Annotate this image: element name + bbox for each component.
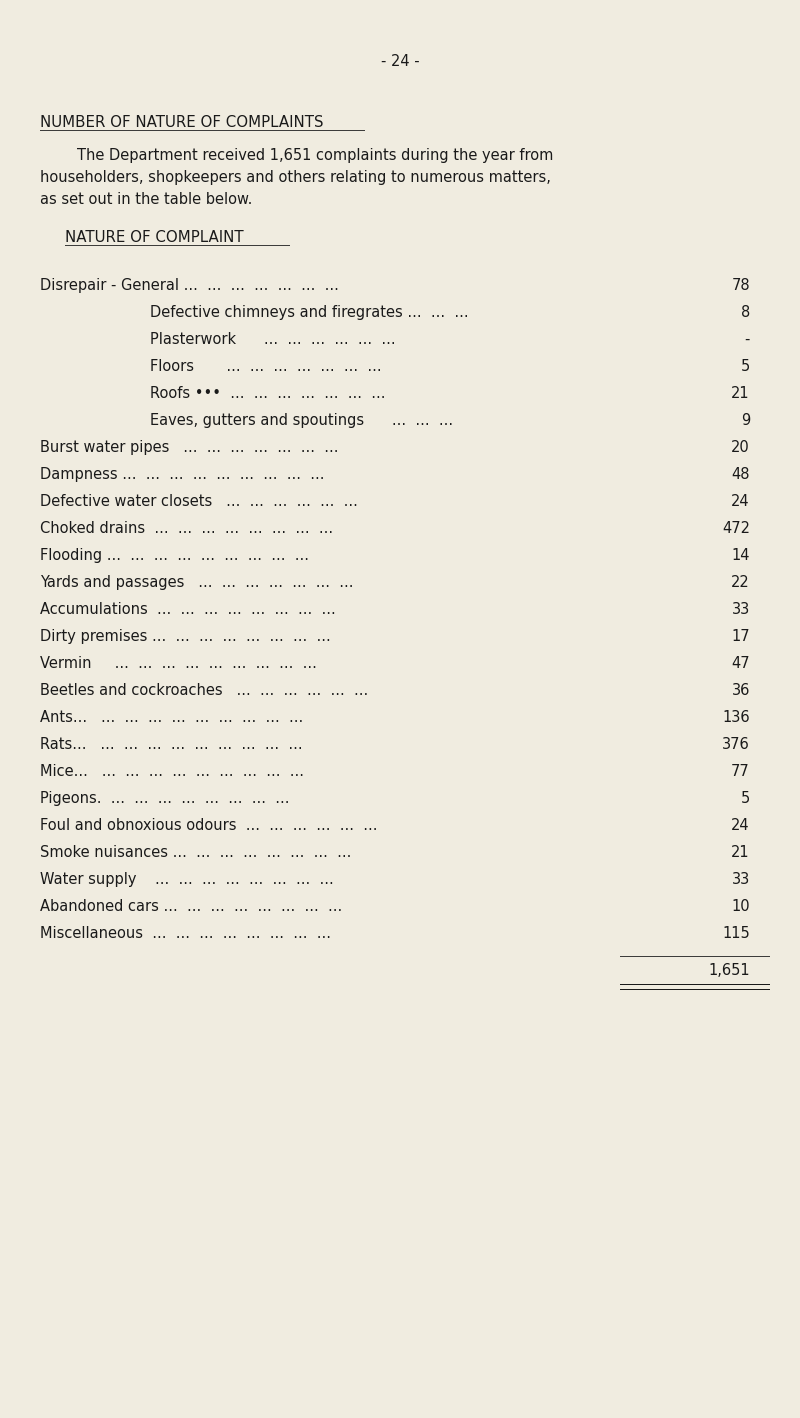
Text: 136: 136: [722, 710, 750, 725]
Text: Choked drains  ...  ...  ...  ...  ...  ...  ...  ...: Choked drains ... ... ... ... ... ... ..…: [40, 520, 333, 536]
Text: Yards and passages   ...  ...  ...  ...  ...  ...  ...: Yards and passages ... ... ... ... ... .…: [40, 576, 354, 590]
Text: 33: 33: [732, 603, 750, 617]
Text: Disrepair - General ...  ...  ...  ...  ...  ...  ...: Disrepair - General ... ... ... ... ... …: [40, 278, 339, 294]
Text: -: -: [745, 332, 750, 347]
Text: NATURE OF COMPLAINT: NATURE OF COMPLAINT: [65, 230, 244, 245]
Text: 115: 115: [722, 926, 750, 942]
Text: Smoke nuisances ...  ...  ...  ...  ...  ...  ...  ...: Smoke nuisances ... ... ... ... ... ... …: [40, 845, 351, 859]
Text: 17: 17: [731, 630, 750, 644]
Text: Rats...   ...  ...  ...  ...  ...  ...  ...  ...  ...: Rats... ... ... ... ... ... ... ... ... …: [40, 737, 302, 752]
Text: 24: 24: [731, 493, 750, 509]
Text: 24: 24: [731, 818, 750, 832]
Text: Dampness ...  ...  ...  ...  ...  ...  ...  ...  ...: Dampness ... ... ... ... ... ... ... ...…: [40, 467, 325, 482]
Text: 77: 77: [731, 764, 750, 778]
Text: 5: 5: [741, 359, 750, 374]
Text: 472: 472: [722, 520, 750, 536]
Text: Defective chimneys and firegrates ...  ...  ...: Defective chimneys and firegrates ... ..…: [150, 305, 469, 320]
Text: Flooding ...  ...  ...  ...  ...  ...  ...  ...  ...: Flooding ... ... ... ... ... ... ... ...…: [40, 547, 309, 563]
Text: The Department received 1,651 complaints during the year from: The Department received 1,651 complaints…: [40, 147, 554, 163]
Text: Pigeons.  ...  ...  ...  ...  ...  ...  ...  ...: Pigeons. ... ... ... ... ... ... ... ...: [40, 791, 290, 805]
Text: Floors       ...  ...  ...  ...  ...  ...  ...: Floors ... ... ... ... ... ... ...: [150, 359, 382, 374]
Text: householders, shopkeepers and others relating to numerous matters,: householders, shopkeepers and others rel…: [40, 170, 551, 184]
Text: 8: 8: [741, 305, 750, 320]
Text: 47: 47: [731, 657, 750, 671]
Text: NUMBER OF NATURE OF COMPLAINTS: NUMBER OF NATURE OF COMPLAINTS: [40, 115, 323, 130]
Text: 20: 20: [731, 440, 750, 455]
Text: 10: 10: [731, 899, 750, 915]
Text: Defective water closets   ...  ...  ...  ...  ...  ...: Defective water closets ... ... ... ... …: [40, 493, 358, 509]
Text: Plasterwork      ...  ...  ...  ...  ...  ...: Plasterwork ... ... ... ... ... ...: [150, 332, 396, 347]
Text: 1,651: 1,651: [708, 963, 750, 978]
Text: Beetles and cockroaches   ...  ...  ...  ...  ...  ...: Beetles and cockroaches ... ... ... ... …: [40, 683, 368, 698]
Text: 14: 14: [731, 547, 750, 563]
Text: Water supply    ...  ...  ...  ...  ...  ...  ...  ...: Water supply ... ... ... ... ... ... ...…: [40, 872, 334, 888]
Text: as set out in the table below.: as set out in the table below.: [40, 191, 252, 207]
Text: Accumulations  ...  ...  ...  ...  ...  ...  ...  ...: Accumulations ... ... ... ... ... ... ..…: [40, 603, 336, 617]
Text: Ants...   ...  ...  ...  ...  ...  ...  ...  ...  ...: Ants... ... ... ... ... ... ... ... ... …: [40, 710, 303, 725]
Text: - 24 -: - 24 -: [381, 54, 419, 69]
Text: 21: 21: [731, 845, 750, 859]
Text: Roofs •••  ...  ...  ...  ...  ...  ...  ...: Roofs ••• ... ... ... ... ... ... ...: [150, 386, 386, 401]
Text: 21: 21: [731, 386, 750, 401]
Text: Miscellaneous  ...  ...  ...  ...  ...  ...  ...  ...: Miscellaneous ... ... ... ... ... ... ..…: [40, 926, 331, 942]
Text: 22: 22: [731, 576, 750, 590]
Text: 9: 9: [741, 413, 750, 428]
Text: Dirty premises ...  ...  ...  ...  ...  ...  ...  ...: Dirty premises ... ... ... ... ... ... .…: [40, 630, 330, 644]
Text: 78: 78: [731, 278, 750, 294]
Text: 5: 5: [741, 791, 750, 805]
Text: 48: 48: [731, 467, 750, 482]
Text: 376: 376: [722, 737, 750, 752]
Text: Vermin     ...  ...  ...  ...  ...  ...  ...  ...  ...: Vermin ... ... ... ... ... ... ... ... .…: [40, 657, 317, 671]
Text: Abandoned cars ...  ...  ...  ...  ...  ...  ...  ...: Abandoned cars ... ... ... ... ... ... .…: [40, 899, 342, 915]
Text: Mice...   ...  ...  ...  ...  ...  ...  ...  ...  ...: Mice... ... ... ... ... ... ... ... ... …: [40, 764, 304, 778]
Text: Burst water pipes   ...  ...  ...  ...  ...  ...  ...: Burst water pipes ... ... ... ... ... ..…: [40, 440, 338, 455]
Text: Eaves, gutters and spoutings      ...  ...  ...: Eaves, gutters and spoutings ... ... ...: [150, 413, 453, 428]
Text: 36: 36: [732, 683, 750, 698]
Text: Foul and obnoxious odours  ...  ...  ...  ...  ...  ...: Foul and obnoxious odours ... ... ... ..…: [40, 818, 378, 832]
Text: 33: 33: [732, 872, 750, 888]
